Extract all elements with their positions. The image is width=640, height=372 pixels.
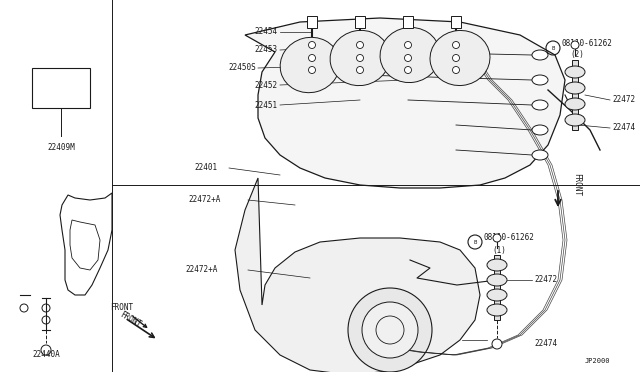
Text: B: B — [552, 45, 555, 51]
Text: 22454: 22454 — [255, 28, 278, 36]
Text: FRONT: FRONT — [118, 310, 143, 330]
Circle shape — [571, 41, 579, 49]
Ellipse shape — [487, 304, 507, 316]
Text: (1): (1) — [492, 246, 506, 254]
Text: 22450S: 22450S — [228, 64, 256, 73]
Text: 22401: 22401 — [194, 164, 217, 173]
Text: 22472: 22472 — [612, 96, 635, 105]
Text: (2): (2) — [570, 51, 584, 60]
Bar — [355, 16, 365, 28]
Bar — [403, 16, 413, 28]
Ellipse shape — [487, 259, 507, 271]
Ellipse shape — [565, 66, 585, 78]
Ellipse shape — [565, 114, 585, 126]
Text: 22472+A: 22472+A — [188, 196, 220, 205]
Circle shape — [348, 288, 432, 372]
Circle shape — [404, 67, 412, 74]
Circle shape — [452, 42, 460, 48]
Ellipse shape — [330, 31, 390, 86]
Circle shape — [308, 42, 316, 48]
Text: B: B — [474, 240, 477, 244]
Circle shape — [356, 42, 364, 48]
Bar — [307, 16, 317, 28]
Bar — [494, 255, 500, 320]
Ellipse shape — [532, 125, 548, 135]
Text: 08110-61262: 08110-61262 — [562, 38, 613, 48]
Text: 22453: 22453 — [255, 45, 278, 55]
Circle shape — [308, 67, 316, 74]
Circle shape — [492, 339, 502, 349]
Text: 22472+A: 22472+A — [185, 266, 218, 275]
Ellipse shape — [487, 289, 507, 301]
Text: JP2000: JP2000 — [584, 358, 610, 364]
Ellipse shape — [565, 98, 585, 110]
Circle shape — [356, 55, 364, 61]
Text: 22472: 22472 — [534, 276, 557, 285]
Circle shape — [452, 67, 460, 74]
Bar — [32, 68, 90, 108]
Circle shape — [308, 55, 316, 61]
Text: 22452: 22452 — [255, 80, 278, 90]
Ellipse shape — [380, 28, 440, 83]
Text: 22474: 22474 — [534, 340, 557, 349]
Circle shape — [404, 55, 412, 61]
Text: 22451: 22451 — [255, 100, 278, 109]
Circle shape — [404, 42, 412, 48]
Circle shape — [356, 67, 364, 74]
Ellipse shape — [565, 82, 585, 94]
Text: FRONT: FRONT — [572, 173, 581, 196]
Bar — [451, 16, 461, 28]
PathPatch shape — [235, 178, 480, 372]
Text: 22440A: 22440A — [32, 350, 60, 359]
Bar — [572, 60, 578, 130]
Ellipse shape — [280, 37, 340, 93]
Circle shape — [362, 302, 418, 358]
Circle shape — [452, 55, 460, 61]
Ellipse shape — [532, 100, 548, 110]
Text: FRONT: FRONT — [110, 303, 147, 327]
Ellipse shape — [532, 50, 548, 60]
Ellipse shape — [430, 31, 490, 86]
Circle shape — [493, 234, 501, 242]
Text: 22474: 22474 — [612, 124, 635, 132]
Ellipse shape — [532, 150, 548, 160]
Ellipse shape — [532, 75, 548, 85]
Text: 22409M: 22409M — [47, 143, 75, 152]
PathPatch shape — [245, 18, 565, 188]
Ellipse shape — [487, 274, 507, 286]
Text: 08110-61262: 08110-61262 — [484, 234, 535, 243]
